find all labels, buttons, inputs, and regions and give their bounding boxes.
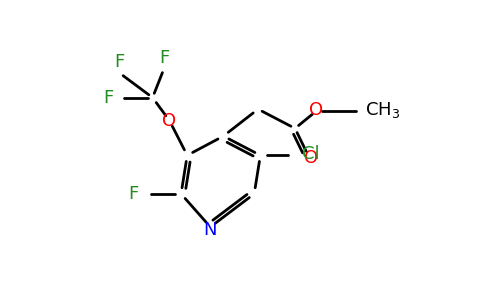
- Text: N: N: [204, 221, 217, 239]
- Text: F: F: [114, 53, 124, 71]
- Text: F: F: [128, 185, 139, 203]
- Text: O: O: [163, 112, 177, 130]
- Text: F: F: [103, 88, 113, 106]
- Text: CH$_3$: CH$_3$: [365, 100, 400, 120]
- Text: Cl: Cl: [302, 145, 319, 163]
- Text: O: O: [304, 149, 318, 167]
- Text: O: O: [309, 101, 323, 119]
- Text: F: F: [159, 49, 169, 67]
